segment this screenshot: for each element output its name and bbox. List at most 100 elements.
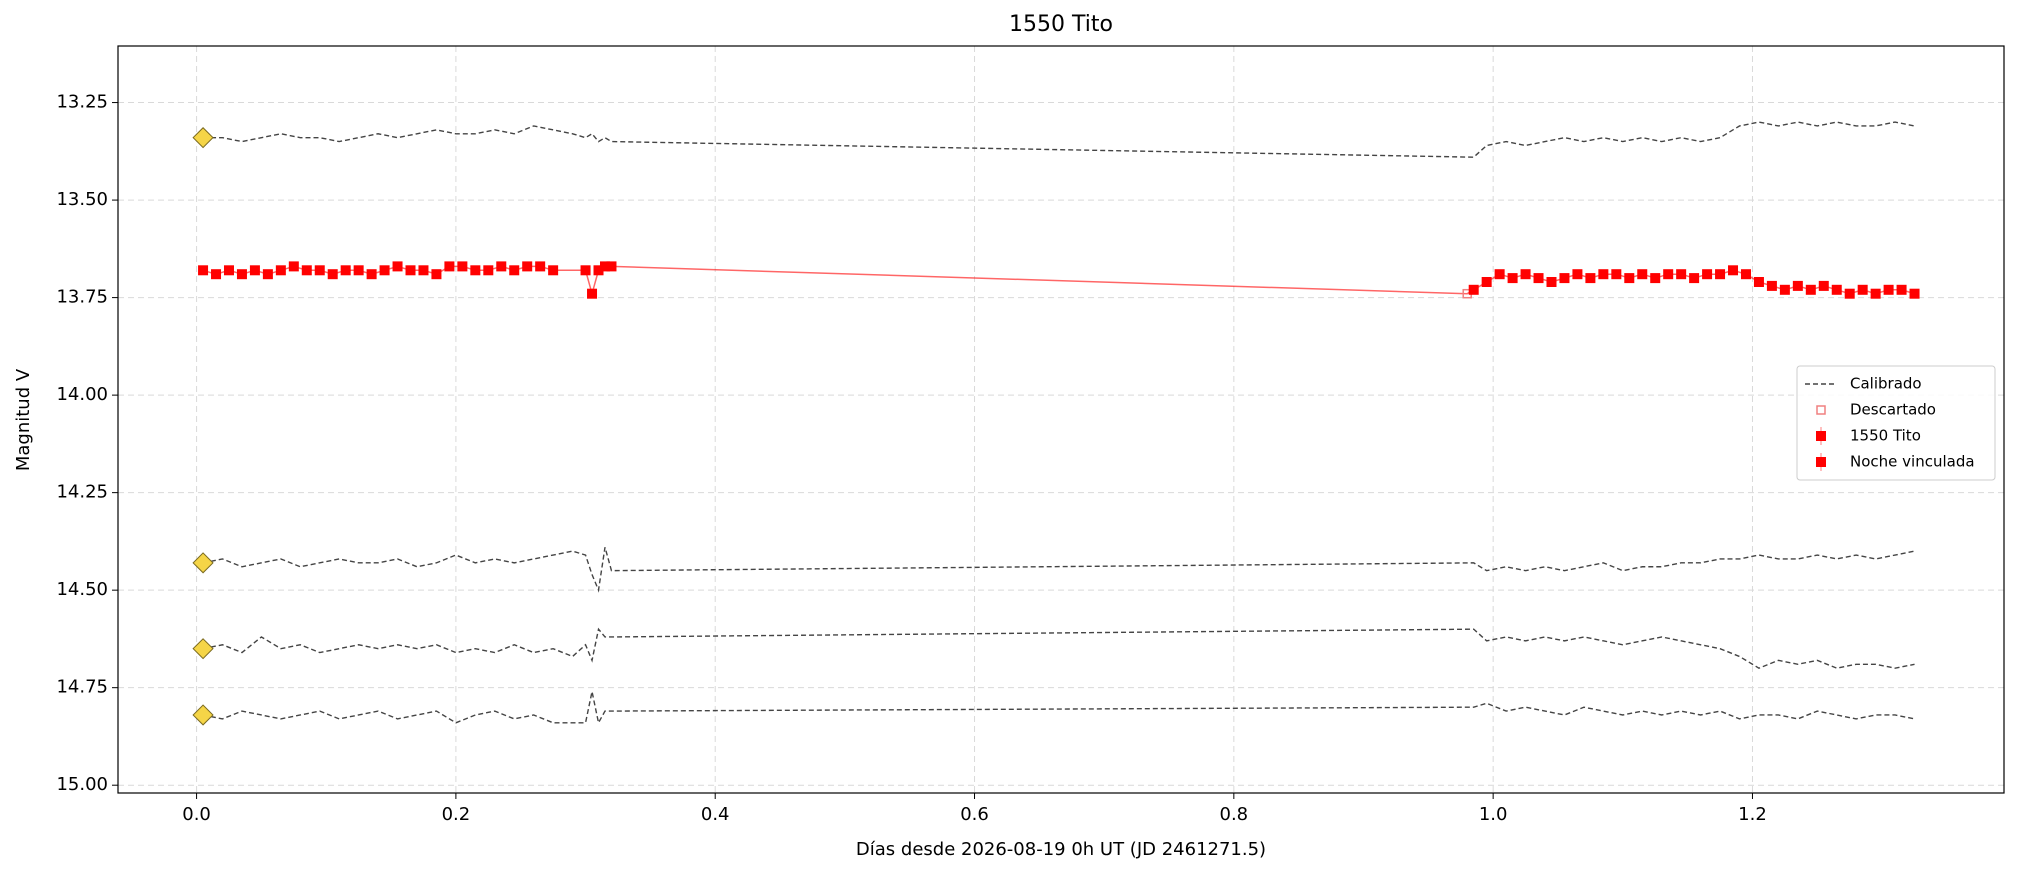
y-tick-label: 13.50 [56,189,108,210]
data-point [236,269,247,280]
calibrated-line [202,691,1915,725]
data-point [1896,284,1907,295]
data-point [1494,269,1505,280]
data-point [522,261,533,272]
legend-box [1796,365,1996,481]
data-point [262,269,273,280]
x-tick-label: 0.8 [1220,804,1249,825]
data-point [535,261,546,272]
data-point [1805,284,1816,295]
data-point [211,269,222,280]
y-tick-label: 14.00 [56,384,108,405]
data-point [1559,273,1570,284]
y-axis-label: Magnitud V [13,368,34,471]
data-point [392,261,403,272]
data-point [340,265,351,276]
data-point [1676,269,1687,280]
start-marker [192,127,214,149]
data-point [249,265,260,276]
data-point [444,261,455,272]
data-point [223,265,234,276]
data-point [288,261,299,272]
data-point [1598,269,1609,280]
data-point [405,265,416,276]
y-tick-label: 15.00 [56,774,108,795]
x-axis-label: Días desde 2026-08-19 0h UT (JD 2461271.… [856,839,1266,860]
data-point [1702,269,1713,280]
data-point [431,269,442,280]
data-point [1663,269,1674,280]
data-point [1624,273,1635,284]
data-point [1520,269,1531,280]
data-point [1870,288,1881,299]
data-point [366,269,377,280]
y-tick-label: 14.25 [56,482,108,503]
data-point [1585,273,1596,284]
data-point [470,265,481,276]
x-tick-label: 1.2 [1738,804,1767,825]
legend-swatch [1816,457,1826,467]
data-point [1611,269,1622,280]
data-point [1715,269,1726,280]
x-tick-label: 0.4 [701,804,730,825]
data-point [1533,273,1544,284]
data-point [301,265,312,276]
data-point [1468,284,1479,295]
data-point [327,269,338,280]
data-point [1883,284,1894,295]
legend-label: Descartado [1850,401,1936,419]
x-tick-label: 0.6 [960,804,989,825]
legend: Calibrado Descartado 1550 Tito Noche vincul… [1796,365,1996,481]
plot-frame [117,45,2005,794]
y-tick-label: 14.75 [56,677,108,698]
data-point [1481,276,1492,287]
legend-label: Calibrado [1850,375,1922,393]
start-marker [192,552,214,574]
y-tick-label: 13.25 [56,92,108,113]
data-point [457,261,468,272]
data-point [593,265,604,276]
data-point [1728,265,1739,276]
y-tick-label: 14.50 [56,579,108,600]
data-point [1507,273,1518,284]
start-marker [192,638,214,660]
data-point [1792,280,1803,291]
data-point [1909,288,1920,299]
data-point [509,265,520,276]
data-point [599,261,610,272]
data-point [275,265,286,276]
data-point [353,265,364,276]
data-point [587,288,598,299]
data-point [1740,269,1751,280]
data-point [1650,273,1661,284]
legend-swatch [1816,405,1826,415]
data-point [1753,276,1764,287]
data-point [1546,276,1557,287]
data-point [1818,280,1829,291]
calibrated-line [202,627,1915,669]
x-tick-label: 1.0 [1479,804,1508,825]
data-point [1572,269,1583,280]
data-point [483,265,494,276]
data-point [418,265,429,276]
start-marker [192,704,214,726]
legend-label: 1550 Tito [1850,427,1921,445]
y-tick-label: 13.75 [56,287,108,308]
data-point [1689,273,1700,284]
data-point [580,265,591,276]
data-point [548,265,559,276]
legend-label: Noche vinculada [1850,453,1975,471]
chart-title: 1550 Tito [1009,12,1113,37]
data-point [1637,269,1648,280]
x-tick-label: 0.0 [182,804,211,825]
data-point [198,265,209,276]
data-point [1831,284,1842,295]
x-tick-label: 0.2 [442,804,471,825]
data-point [1844,288,1855,299]
calibrated-line [203,121,1915,158]
data-point [1779,284,1790,295]
data-point [496,261,507,272]
data-point [606,261,617,272]
legend-swatch [1816,431,1826,441]
